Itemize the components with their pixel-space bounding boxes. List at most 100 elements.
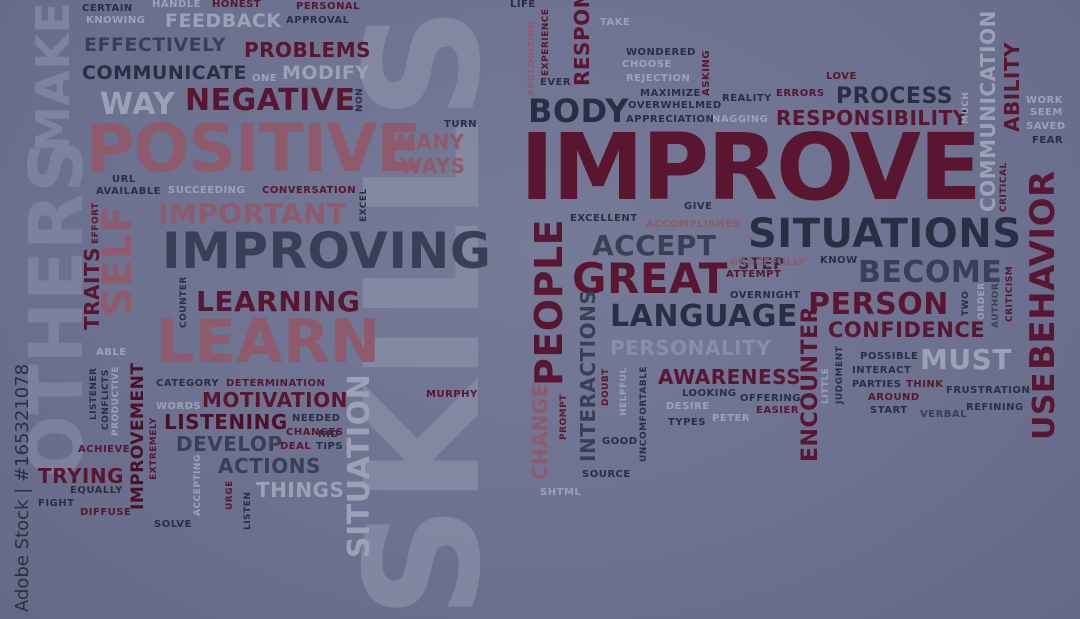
word-communicate: COMMUNICATE <box>82 62 247 84</box>
word-know: KNOW <box>820 255 858 266</box>
word-improvement: IMPROVEMENT <box>128 362 148 510</box>
word-looking: LOOKING <box>682 388 737 399</box>
word-diffuse: DIFFUSE <box>80 507 132 518</box>
word-certain: CERTAIN <box>82 3 133 14</box>
word-person: PERSON <box>808 287 949 322</box>
word-listener: LISTENER <box>89 367 99 420</box>
word-awareness: AWARENESS <box>658 365 802 389</box>
word-excellent: EXCELLENT <box>570 213 638 224</box>
word-attempt: ATTEMPT <box>726 269 782 280</box>
word-turn: TURN <box>444 119 478 130</box>
word-use: USE <box>1027 372 1062 440</box>
word-shtml: SHTML <box>540 487 582 498</box>
word-conflicts: CONFLICTS <box>101 369 111 430</box>
word-peter: PETER <box>712 413 751 424</box>
word-process: PROCESS <box>836 84 954 109</box>
word-order: ORDER <box>977 282 987 320</box>
word-critical: CRITICAL <box>999 162 1009 212</box>
word-take: TAKE <box>600 17 631 28</box>
word-motivation: MOTIVATION <box>202 388 348 412</box>
word-behavior: BEHAVIOR <box>1023 170 1063 370</box>
word-improving: IMPROVING <box>162 222 492 280</box>
word-communication: COMMUNICATION <box>976 10 1000 212</box>
word-encounter: ENCOUNTER <box>798 305 823 462</box>
word-url: URL <box>112 174 136 185</box>
word-respond: RESPOND <box>570 0 594 86</box>
word-effectively: EFFECTIVELY <box>84 34 226 56</box>
word-seem: SEEM <box>1030 107 1063 118</box>
word-language: LANGUAGE <box>610 299 798 334</box>
word-gracefully: GRACEFULLY <box>730 257 807 268</box>
word-verbal: VERBAL <box>920 409 968 420</box>
word-rejection: REJECTION <box>626 73 691 84</box>
word-criticism: CRITICISM <box>1005 265 1015 322</box>
word-improve: IMPROVE <box>520 114 982 221</box>
word-murphy: MURPHY <box>426 389 478 400</box>
word-parties: PARTIES <box>852 379 902 390</box>
word-easier: EASIER <box>756 405 800 416</box>
word-self: SELF <box>95 205 141 316</box>
word-needed: NEEDED <box>292 413 341 424</box>
word-life: LIFE <box>510 0 536 10</box>
word-fear: FEAR <box>1032 135 1064 146</box>
word-ever: EVER <box>540 77 572 88</box>
word-types: TYPES <box>668 417 706 428</box>
word-interact: INTERACT <box>852 365 912 376</box>
word-author: AUTHOR <box>991 282 1001 328</box>
word-listen: LISTEN <box>243 491 253 530</box>
word-rid: RID <box>318 429 340 440</box>
word-apologizing: APOLOGIZING <box>527 20 537 96</box>
word-helpful: HELPFUL <box>619 367 629 416</box>
word-conversation: CONVERSATION <box>262 185 357 196</box>
word-tips: TIPS <box>316 441 344 452</box>
word-equally: EQUALLY <box>70 485 123 496</box>
word-urge: URGE <box>225 480 235 510</box>
word-negative: NEGATIVE <box>185 83 356 118</box>
word-doubt: DOUBT <box>601 368 611 406</box>
word-little: LITTLE <box>821 367 831 404</box>
word-prompt: PROMPT <box>559 394 569 440</box>
word-non: NON <box>355 87 365 112</box>
word-frustration: FRUSTRATION <box>946 385 1031 396</box>
word-body: BODY <box>528 92 629 130</box>
word-give: GIVE <box>684 201 713 212</box>
word-things: THINGS <box>256 478 345 502</box>
word-refining: REFINING <box>966 402 1024 413</box>
word-overnight: OVERNIGHT <box>730 290 801 301</box>
word-available: AVAILABLE <box>96 186 162 197</box>
word-problems: PROBLEMS <box>244 38 372 62</box>
word-actions: ACTIONS <box>218 454 321 478</box>
word-situation: SITUATION <box>342 373 377 558</box>
word-good: GOOD <box>602 436 638 447</box>
word-succeeding: SUCCEEDING <box>168 185 246 196</box>
word-situations: SITUATIONS <box>748 211 1022 257</box>
word-excel: EXCEL <box>359 188 369 222</box>
word-listening: LISTENING <box>164 410 288 434</box>
word-trying: TRYING <box>38 464 125 488</box>
word-modify: MODIFY <box>282 62 370 84</box>
word-one: ONE <box>252 73 278 84</box>
word-possible: POSSIBLE <box>860 351 919 362</box>
word-traits: TRAITS <box>80 246 104 330</box>
word-learn: LEARN <box>156 307 381 377</box>
word-appreciation: APPRECIATION <box>626 114 715 125</box>
word-asking: ASKING <box>701 50 712 96</box>
word-deal: DEAL <box>280 441 312 452</box>
word-words: WORDS <box>156 401 202 412</box>
word-errors: ERRORS <box>776 88 825 99</box>
word-counter: COUNTER <box>179 276 189 328</box>
word-approval: APPROVAL <box>286 15 350 26</box>
word-able: ABLE <box>96 347 127 358</box>
word-ability: ABILITY <box>1000 42 1024 132</box>
word-achieve: ACHIEVE <box>78 444 131 455</box>
word-learning: LEARNING <box>196 285 361 318</box>
word-handle: HANDLE <box>152 0 201 10</box>
word-maximize: MAXIMIZE <box>640 88 701 99</box>
word-think: THINK <box>906 379 944 390</box>
word-personality: PERSONALITY <box>610 336 772 360</box>
word-feedback: FEEDBACK <box>165 10 282 32</box>
word-effort: EFFORT <box>91 202 101 244</box>
word-fight: FIGHT <box>38 498 75 509</box>
word-develop: DEVELOP <box>176 432 283 456</box>
